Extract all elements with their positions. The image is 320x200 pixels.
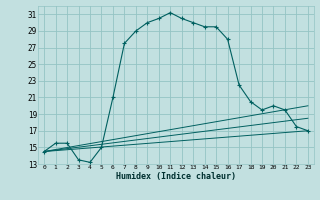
X-axis label: Humidex (Indice chaleur): Humidex (Indice chaleur) <box>116 172 236 181</box>
